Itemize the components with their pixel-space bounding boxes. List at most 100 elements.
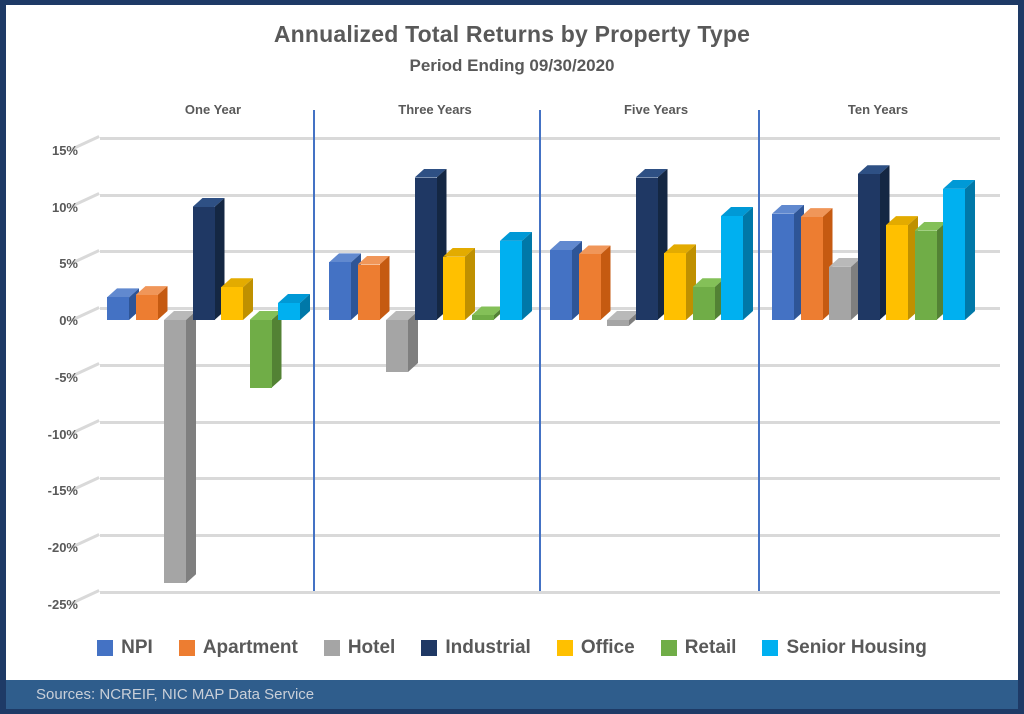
bar-top-face xyxy=(249,311,282,320)
bar-npi-1 xyxy=(329,253,361,320)
bar-front-face xyxy=(550,249,572,320)
bar-top-face xyxy=(357,255,390,265)
legend-item: Retail xyxy=(660,637,737,659)
y-axis-label: 10% xyxy=(51,199,78,215)
legend-swatch xyxy=(97,640,114,656)
legend-swatch xyxy=(660,640,677,656)
bar-side-face xyxy=(658,169,668,320)
legend-label: Retail xyxy=(684,637,737,658)
group-label: Three Years xyxy=(398,102,472,117)
bar-top-face xyxy=(386,311,418,320)
bar-front-face xyxy=(192,207,215,320)
bar-industrial-2 xyxy=(635,168,668,320)
bar-top-face xyxy=(278,294,310,304)
bar-industrial-0 xyxy=(192,198,225,320)
bar-industrial-1 xyxy=(414,168,447,320)
bar-front-face xyxy=(249,320,272,388)
bar-office-2 xyxy=(664,244,696,320)
legend-label: Senior Housing xyxy=(786,637,927,658)
bar-top-face xyxy=(664,244,696,254)
bar-side-face xyxy=(715,278,725,320)
group-label: One Year xyxy=(184,102,242,117)
footer-sources: Sources: NCREIF, NIC MAP Data Service xyxy=(36,686,315,703)
gridline xyxy=(100,590,1000,594)
bar-top-face xyxy=(107,288,139,298)
bar-side-face xyxy=(572,241,582,320)
bar-senior-housing-0 xyxy=(278,294,310,320)
bar-top-face xyxy=(829,257,861,267)
y-axis-label: 15% xyxy=(51,142,78,158)
bar-industrial-3 xyxy=(857,165,890,320)
bar-side-face xyxy=(937,222,947,320)
bar-front-face xyxy=(164,320,186,584)
bar-top-face xyxy=(550,240,582,250)
bar-top-face xyxy=(721,207,753,217)
y-axis-label: -20% xyxy=(47,540,78,555)
legend-label: Industrial xyxy=(445,637,531,658)
bar-side-face xyxy=(908,216,918,320)
y-axis-label: -15% xyxy=(47,483,78,499)
bar-side-face xyxy=(437,169,447,320)
bar-front-face xyxy=(357,264,380,320)
bar-top-face xyxy=(857,165,890,175)
bar-side-face xyxy=(215,198,225,320)
legend-swatch xyxy=(556,640,573,656)
bar-top-face xyxy=(471,306,504,316)
bar-front-face xyxy=(500,240,522,320)
bar-senior-housing-2 xyxy=(721,207,753,320)
bar-top-face xyxy=(943,179,975,189)
chart-title: Annualized Total Returns by Property Typ… xyxy=(273,21,751,47)
bar-side-face xyxy=(965,180,975,320)
bar-front-face xyxy=(772,213,794,320)
legend-item: Industrial xyxy=(421,637,531,659)
bar-front-face xyxy=(278,303,300,320)
bar-side-face xyxy=(629,311,639,326)
bar-top-face xyxy=(135,286,168,296)
legend-item: Hotel xyxy=(323,637,395,659)
group-separator xyxy=(758,110,760,591)
bar-top-face xyxy=(914,221,947,231)
gridline xyxy=(100,136,1000,140)
bar-front-face xyxy=(692,287,715,320)
bar-front-face xyxy=(664,253,686,320)
legend-swatch xyxy=(762,640,779,656)
legend-label: Office xyxy=(580,637,635,658)
bar-side-face xyxy=(300,294,310,320)
bar-apartment-3 xyxy=(800,208,833,320)
group-label: Ten Years xyxy=(847,102,909,117)
bar-office-0 xyxy=(221,278,253,320)
bar-side-face xyxy=(494,306,504,320)
bar-hotel-3 xyxy=(829,257,861,320)
bar-side-face xyxy=(351,253,361,320)
bar-side-face xyxy=(243,278,253,320)
bar-top-face xyxy=(164,311,196,320)
bar-front-face xyxy=(414,177,437,320)
bar-front-face xyxy=(471,315,494,320)
legend: NPI Apartment Hotel Industrial Office Retail S… xyxy=(6,637,1018,659)
chart-subtitle: Period Ending 09/30/2020 xyxy=(409,56,615,75)
legend-item: Apartment xyxy=(178,637,298,659)
y-axis-label: 0% xyxy=(59,313,78,328)
bar-side-face xyxy=(272,311,282,388)
bar-front-face xyxy=(221,287,243,320)
bar-top-face xyxy=(192,198,225,207)
bar-front-face xyxy=(829,266,851,320)
bar-front-face xyxy=(578,254,601,320)
y-axis-label: -25% xyxy=(47,596,78,612)
y-axis-label: -10% xyxy=(47,426,78,442)
bar-side-face xyxy=(465,248,475,320)
bar-hotel-0 xyxy=(164,311,196,584)
bar-top-face xyxy=(221,278,253,288)
bar-front-face xyxy=(943,188,965,320)
bar-top-face xyxy=(578,245,611,255)
bar-top-face xyxy=(886,216,918,226)
bar-front-face xyxy=(329,262,351,320)
bar-hotel-2 xyxy=(607,311,639,326)
legend-item: Office xyxy=(556,637,635,659)
bar-apartment-0 xyxy=(135,286,168,320)
gridline xyxy=(100,534,1000,537)
bar-front-face xyxy=(635,177,658,320)
legend-swatch xyxy=(323,640,340,656)
